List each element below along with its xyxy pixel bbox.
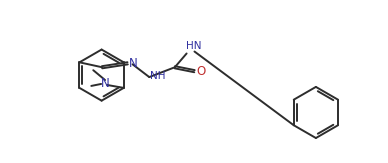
Text: HN: HN: [185, 41, 201, 51]
Text: O: O: [196, 65, 206, 78]
Text: NH: NH: [150, 71, 166, 81]
Text: N: N: [128, 57, 137, 70]
Text: N: N: [100, 77, 109, 90]
